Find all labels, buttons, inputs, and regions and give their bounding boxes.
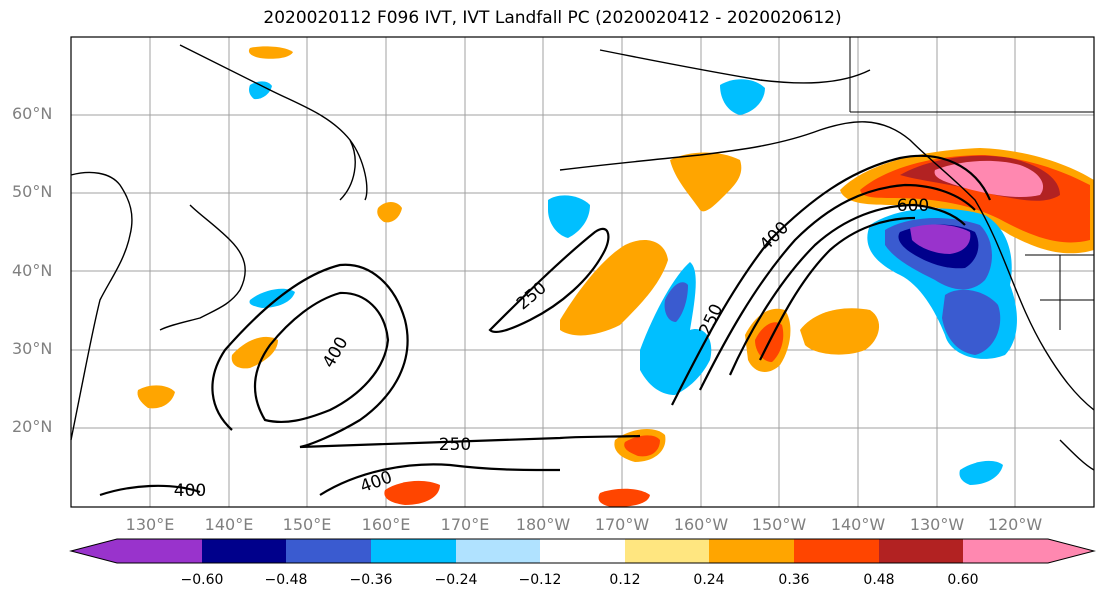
lon-label-150e: 150°E: [282, 515, 332, 534]
negative-region-southeast: [959, 460, 1003, 485]
asia-coast: [70, 171, 133, 441]
alaska-south: [559, 121, 1011, 276]
lat-label-20n: 20°N: [12, 417, 53, 436]
negative-region-kamchatka: [249, 81, 272, 100]
positive-region-near-hawaii-core: [624, 435, 660, 457]
colorbar-tick-9: 0.48: [863, 572, 895, 588]
negative-region-purple: [910, 224, 971, 254]
contour-400-east: [699, 183, 976, 391]
contour-250-central: [488, 227, 610, 334]
lon-label-170e: 170°E: [440, 515, 490, 534]
negative-region-south-lobe: [942, 289, 1001, 355]
map-frame: [70, 36, 1095, 508]
negative-region-north-central: [548, 195, 590, 238]
positive-region-hawaii-east: [800, 308, 880, 355]
contour-label-1: 250: [439, 435, 471, 455]
colorbar-tick-4: −0.24: [434, 572, 478, 588]
lon-label-160e: 160°E: [361, 515, 411, 534]
korea-japan: [159, 204, 246, 331]
lon-label-140w: 140°W: [830, 515, 886, 534]
contour-250-east-outer: [671, 154, 992, 406]
contour-250-west: [211, 263, 641, 449]
contour-label-5: 400: [174, 481, 206, 501]
lon-label-170w: 170°W: [594, 515, 650, 534]
colorbar-tick-2: −0.48: [264, 572, 308, 588]
contour-400-west: [253, 291, 390, 424]
contour-400-south: [319, 463, 561, 496]
contour-600-east: [728, 203, 966, 376]
colorbar-tick-5: −0.12: [518, 572, 562, 588]
chart-title: 2020020112 F096 IVT, IVT Landfall PC (20…: [263, 8, 842, 28]
colorbar-tick-7: 0.24: [693, 572, 725, 588]
lon-label-130w: 130°W: [909, 515, 965, 534]
ivt-landfall-pc-fill: [137, 46, 1094, 507]
negative-region-bering: [720, 79, 765, 115]
lon-label-150w: 150°W: [751, 515, 807, 534]
gridlines: [71, 37, 1094, 507]
alaska-north: [599, 49, 871, 84]
lat-label-40n: 40°N: [12, 261, 53, 280]
lon-label-120w: 120°W: [987, 515, 1043, 534]
lon-label-160w: 160°W: [673, 515, 729, 534]
positive-region-western-subtropics: [231, 336, 278, 369]
positive-region-central-pacific: [560, 240, 668, 336]
lon-label-130e: 130°E: [125, 515, 175, 534]
colorbar-tick-8: 0.36: [778, 572, 810, 588]
colorbar-tick-1: −0.60: [180, 572, 224, 588]
positive-region-gulf-alaska: [670, 152, 742, 212]
baja: [1059, 439, 1095, 471]
contour-400-southwest: [99, 484, 201, 497]
colorbar-tick-3: −0.36: [349, 572, 393, 588]
lat-label-50n: 50°N: [12, 182, 53, 201]
coastlines: [70, 44, 1095, 471]
borders: [849, 37, 1094, 330]
lon-label-140e: 140°E: [204, 515, 254, 534]
negative-region-east-central-core: [664, 282, 688, 322]
positive-region-south-central: [384, 480, 440, 505]
lon-label-180w: 180°W: [515, 515, 571, 534]
north-america-coast: [1009, 274, 1095, 411]
lat-label-30n: 30°N: [12, 339, 53, 358]
lat-label-60n: 60°N: [12, 104, 53, 123]
positive-region-north: [248, 46, 293, 59]
positive-region-pink: [934, 160, 1044, 198]
kamchatka: [349, 139, 368, 201]
contour-label-8: 600: [897, 196, 929, 216]
colorbar-tick-6: 0.12: [609, 572, 641, 588]
positive-region-japan-east: [377, 202, 402, 223]
ivt-contours: [99, 154, 992, 497]
colorbar-tick-10: 0.60: [947, 572, 979, 588]
contour-inner-east: [759, 216, 916, 361]
positive-region-south-hawaii: [598, 488, 650, 507]
russia-north: [179, 44, 356, 201]
positive-region-west-pacific-small: [137, 385, 175, 409]
